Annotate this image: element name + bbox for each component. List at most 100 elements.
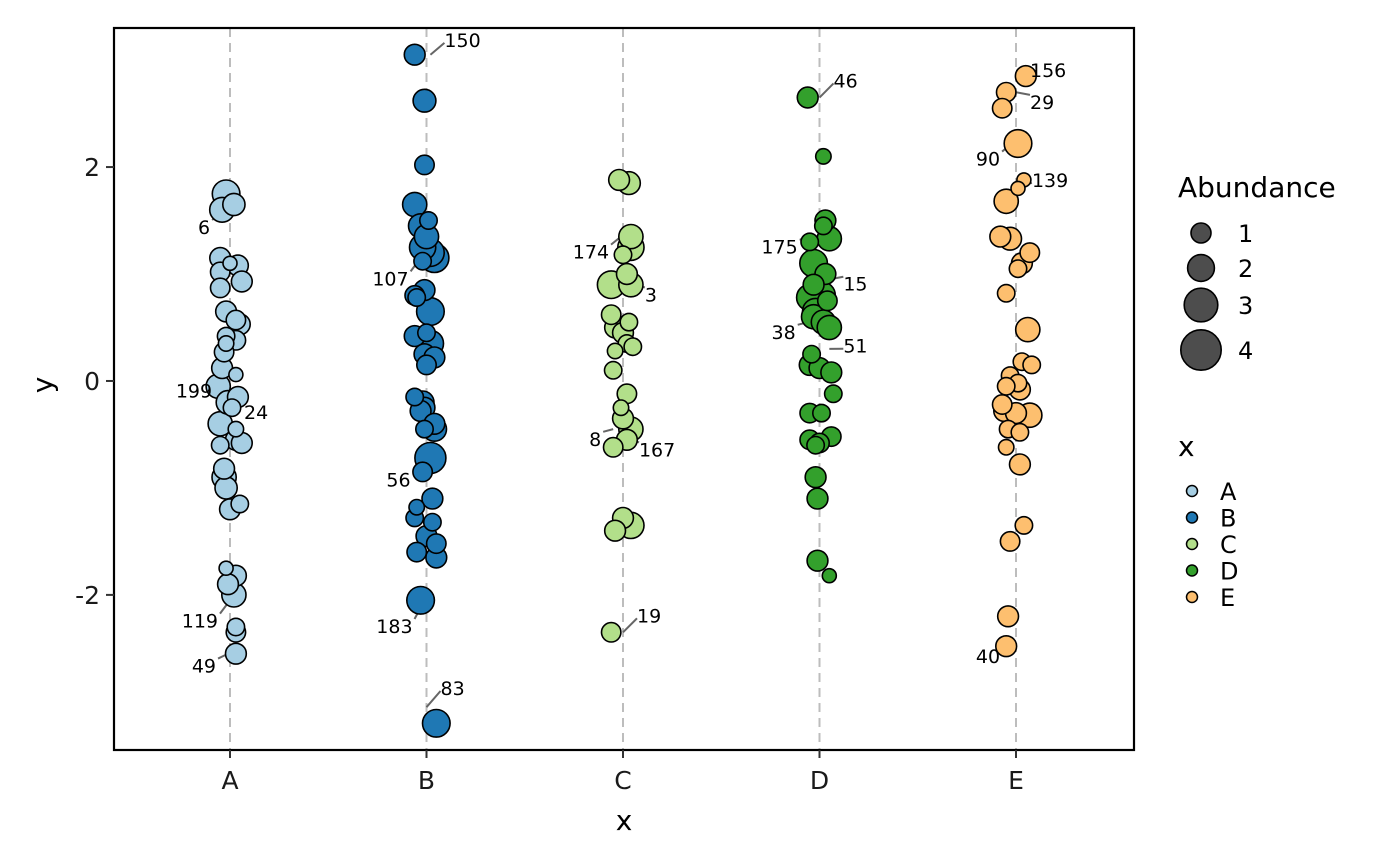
data-point-C <box>618 223 644 250</box>
data-point-C <box>600 621 622 643</box>
data-point-C <box>619 312 639 332</box>
point-label: 119 <box>182 611 218 633</box>
y-axis: -2 0 2 <box>75 153 114 610</box>
data-point-C <box>623 337 643 357</box>
data-point-B <box>406 541 428 563</box>
data-point-D <box>804 466 827 489</box>
point-label: 51 <box>843 336 867 358</box>
data-point-C <box>613 245 633 265</box>
x-tick-label-B: B <box>418 766 435 795</box>
data-point-D <box>816 290 838 312</box>
color-legend-key-B <box>1185 511 1199 524</box>
leader-line <box>429 42 446 56</box>
data-point-C <box>602 436 624 458</box>
data-point-B <box>413 154 435 176</box>
data-point-E <box>991 393 1013 415</box>
y-axis-title: y <box>26 377 59 394</box>
data-point-C <box>600 304 622 326</box>
color-legend-label: A <box>1220 478 1237 506</box>
x-tick-label-A: A <box>221 766 238 795</box>
point-label: 46 <box>834 70 858 92</box>
data-point-D <box>796 86 819 109</box>
data-point-E <box>996 605 1020 628</box>
color-legend-label: D <box>1220 558 1238 586</box>
color-legend-key-D <box>1185 564 1199 577</box>
size-legend-label: 4 <box>1238 337 1253 365</box>
data-point-A <box>209 277 231 299</box>
data-point-B <box>418 211 438 231</box>
data-point-B <box>422 512 442 532</box>
data-point-C <box>612 399 630 417</box>
data-point-E <box>1008 259 1028 279</box>
data-point-E <box>1010 180 1026 197</box>
point-label: 40 <box>976 646 1000 668</box>
x-tick-label-D: D <box>810 766 829 795</box>
data-point-E <box>1014 515 1034 535</box>
point-label: 90 <box>976 149 1000 171</box>
point-label: 15 <box>843 274 867 296</box>
data-point-D <box>811 403 831 423</box>
data-point-B <box>405 387 425 407</box>
data-point-D <box>802 273 825 296</box>
data-point-E <box>1022 355 1042 375</box>
point-label: 183 <box>376 616 412 638</box>
data-point-D <box>806 487 829 510</box>
point-label: 175 <box>761 236 797 258</box>
data-point-E <box>999 530 1021 552</box>
data-point-C <box>607 168 631 192</box>
size-legend-key <box>1183 287 1219 323</box>
data-point-E <box>993 188 1020 215</box>
data-point-A <box>226 617 246 637</box>
data-point-B <box>413 251 433 271</box>
data-point-B <box>408 498 426 516</box>
color-legend-key-A <box>1185 484 1199 498</box>
data-point-B <box>414 419 434 439</box>
point-label: 24 <box>244 402 268 424</box>
data-point-E <box>996 283 1016 303</box>
data-point-D <box>802 344 822 364</box>
x-axis-title: x <box>616 804 633 837</box>
data-point-A <box>227 420 245 438</box>
size-legend: Abundance 1 2 3 4 <box>1178 171 1336 371</box>
point-label: 49 <box>192 656 216 678</box>
y-tick-label: -2 <box>75 581 100 610</box>
data-point-E <box>997 438 1015 456</box>
point-label: 3 <box>645 284 657 306</box>
point-label: 150 <box>444 30 480 52</box>
leader-line <box>818 82 835 99</box>
leader-line <box>425 690 442 708</box>
size-legend-title: Abundance <box>1178 171 1336 204</box>
data-point-A <box>212 457 236 480</box>
point-label: 38 <box>772 322 796 344</box>
size-legend-key <box>1190 222 1212 244</box>
point-label: 107 <box>372 268 408 290</box>
point-label: 139 <box>1032 170 1068 192</box>
data-point-B <box>412 88 437 113</box>
data-point-B <box>421 708 451 738</box>
data-point-B <box>415 354 437 376</box>
point-label: 83 <box>441 678 465 700</box>
leader-line <box>622 617 638 634</box>
point-label: 56 <box>386 469 410 491</box>
leader-line <box>602 428 614 433</box>
data-point-E <box>1010 422 1030 442</box>
data-point-B <box>406 585 436 615</box>
data-point-D <box>800 232 820 252</box>
data-point-B <box>425 533 447 555</box>
leader-line <box>1015 91 1031 96</box>
data-point-B <box>403 43 426 66</box>
data-points <box>205 43 1043 738</box>
data-point-A <box>214 475 239 500</box>
color-legend-key-C <box>1185 537 1199 551</box>
color-legend-label: B <box>1220 505 1236 533</box>
data-point-E <box>1008 453 1032 476</box>
point-label: 199 <box>176 381 212 403</box>
data-point-B <box>407 287 427 307</box>
data-point-D <box>820 361 843 384</box>
point-label: 6 <box>198 217 210 239</box>
data-point-A <box>216 572 240 596</box>
data-point-D <box>823 384 843 404</box>
